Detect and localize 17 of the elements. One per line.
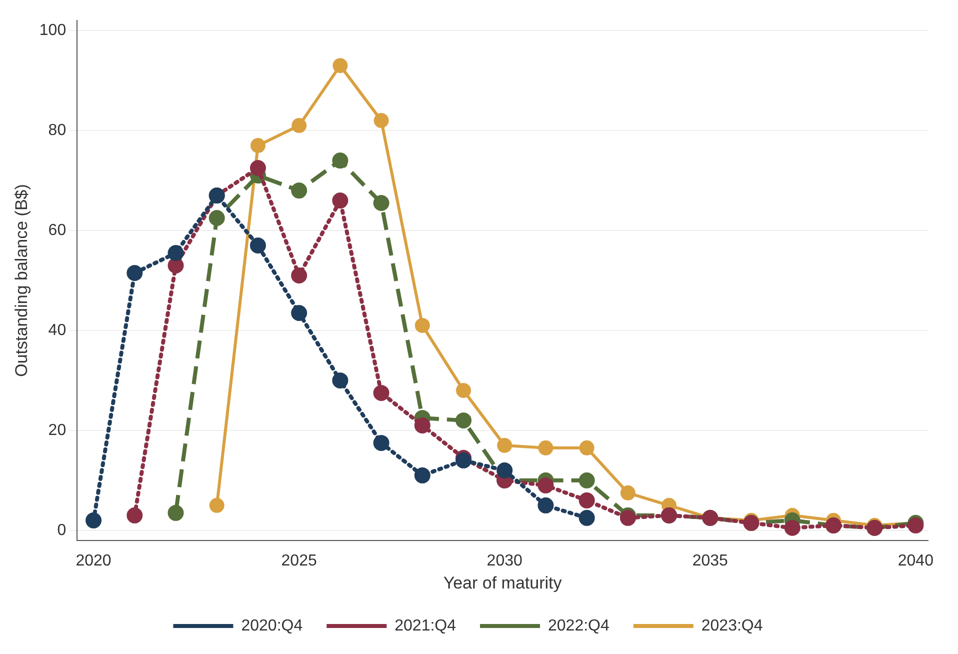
y-axis-title: Outstanding balance (B$) xyxy=(12,184,31,377)
legend-label: 2022:Q4 xyxy=(548,617,610,634)
x-tick-label: 2040 xyxy=(898,552,934,570)
y-tick-label: 20 xyxy=(48,422,66,439)
y-tick-label: 60 xyxy=(48,222,66,239)
y-tick-label: 80 xyxy=(48,122,66,139)
x-tick-label: 2030 xyxy=(486,552,522,570)
x-tick-label: 2025 xyxy=(281,552,317,570)
legend-label: 2023:Q4 xyxy=(701,617,763,634)
y-tick-label: 100 xyxy=(39,22,66,39)
x-tick-label: 2020 xyxy=(76,552,112,570)
y-tick-label: 0 xyxy=(57,522,66,539)
y-tick-label: 40 xyxy=(48,322,66,339)
legend-label: 2020:Q4 xyxy=(241,617,303,634)
legend-label: 2021:Q4 xyxy=(394,617,456,634)
x-tick-label: 2035 xyxy=(692,552,728,570)
x-axis-title: Year of maturity xyxy=(443,573,562,592)
